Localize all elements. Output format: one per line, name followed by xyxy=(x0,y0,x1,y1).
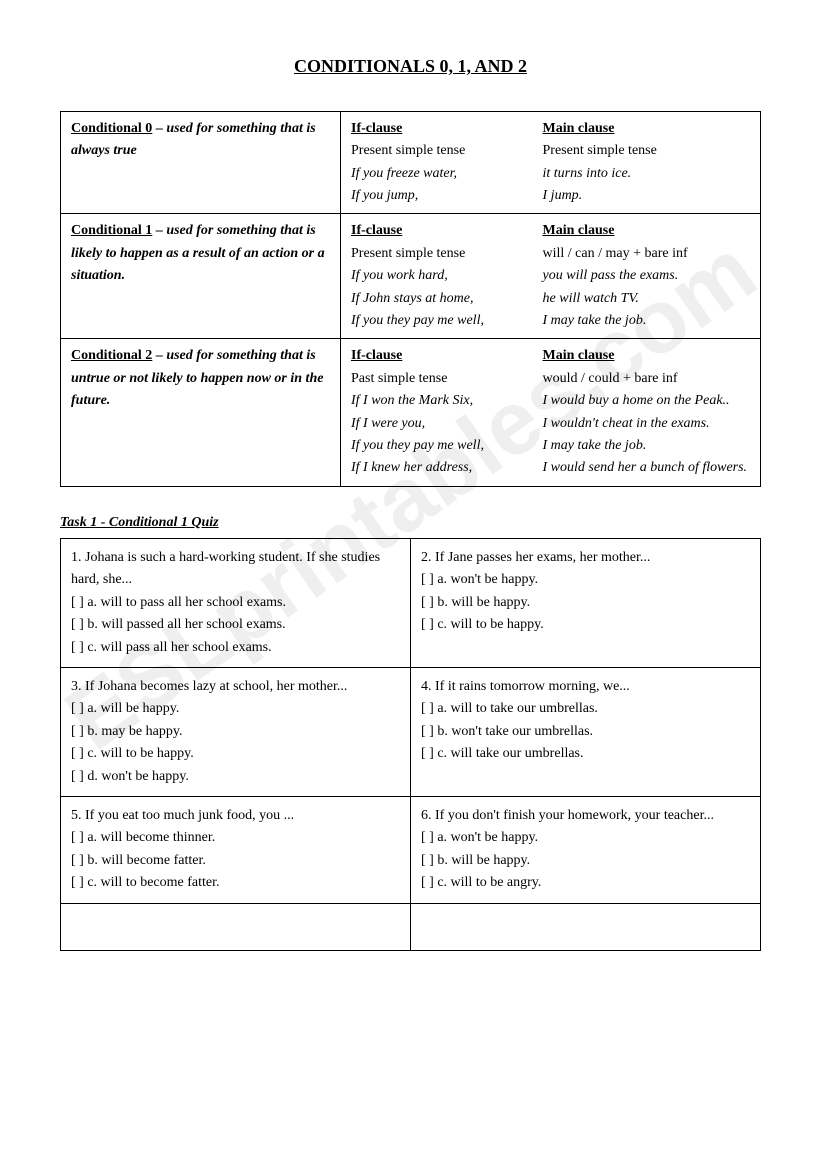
cond2-if-header: If-clause xyxy=(351,348,402,363)
task-title: Task 1 - Conditional 1 Quiz xyxy=(60,512,761,534)
cond1-examples-cell: If-clause Main clause Present simple ten… xyxy=(341,214,761,339)
cond2-row1-main: I would buy a home on the Peak.. xyxy=(543,390,750,412)
quiz-table: 1. Johana is such a hard-working student… xyxy=(60,538,761,950)
quiz-q3-opt-d: [ ] d. won't be happy. xyxy=(71,766,400,788)
quiz-q6-opt-b: [ ] b. will be happy. xyxy=(421,850,750,872)
quiz-q6-opt-a: [ ] a. won't be happy. xyxy=(421,827,750,849)
quiz-q3-opt-a: [ ] a. will be happy. xyxy=(71,698,400,720)
quiz-q4-opt-a: [ ] a. will to take our umbrellas. xyxy=(421,698,750,720)
quiz-q5-opt-b: [ ] b. will become fatter. xyxy=(71,850,400,872)
quiz-q2-opt-b: [ ] b. will be happy. xyxy=(421,592,750,614)
cond2-row0-main: would / could + bare inf xyxy=(543,368,750,390)
quiz-q5-opt-a: [ ] a. will become thinner. xyxy=(71,827,400,849)
quiz-empty-right xyxy=(411,903,761,950)
cond0-row1-main: it turns into ice. xyxy=(543,163,750,185)
cond0-main-header: Main clause xyxy=(543,121,615,136)
quiz-q5-text: 5. If you eat too much junk food, you ..… xyxy=(71,805,400,827)
cond2-row3-if: If you they pay me well, xyxy=(351,435,543,457)
quiz-q1-text: 1. Johana is such a hard-working student… xyxy=(71,547,400,592)
cond2-row2-if: If I were you, xyxy=(351,413,543,435)
cond1-row0-main: will / can / may + bare inf xyxy=(543,243,750,265)
cond0-label-cell: Conditional 0 – used for something that … xyxy=(61,111,341,214)
quiz-q3-opt-c: [ ] c. will to be happy. xyxy=(71,743,400,765)
cond1-label-cell: Conditional 1 – used for something that … xyxy=(61,214,341,339)
cond2-main-header: Main clause xyxy=(543,348,615,363)
cond1-main-header: Main clause xyxy=(543,223,615,238)
cond0-row2-main: I jump. xyxy=(543,185,750,207)
quiz-q3-cell: 3. If Johana becomes lazy at school, her… xyxy=(61,668,411,797)
cond1-row2-if: If John stays at home, xyxy=(351,288,543,310)
cond1-if-header: If-clause xyxy=(351,223,402,238)
quiz-q6-text: 6. If you don't finish your homework, yo… xyxy=(421,805,750,827)
quiz-q1-cell: 1. Johana is such a hard-working student… xyxy=(61,539,411,668)
grammar-table: Conditional 0 – used for something that … xyxy=(60,111,761,487)
quiz-empty-left xyxy=(61,903,411,950)
quiz-q5-opt-c: [ ] c. will to become fatter. xyxy=(71,872,400,894)
cond2-examples-cell: If-clause Main clause Past simple tense … xyxy=(341,339,761,486)
quiz-q1-opt-a: [ ] a. will to pass all her school exams… xyxy=(71,592,400,614)
cond2-row4-main: I would send her a bunch of flowers. xyxy=(543,457,750,479)
cond1-row3-if: If you they pay me well, xyxy=(351,310,543,332)
quiz-q1-opt-c: [ ] c. will pass all her school exams. xyxy=(71,637,400,659)
quiz-q2-opt-c: [ ] c. will to be happy. xyxy=(421,614,750,636)
cond2-row3-main: I may take the job. xyxy=(543,435,750,457)
cond0-label: Conditional 0 xyxy=(71,121,152,136)
quiz-q5-cell: 5. If you eat too much junk food, you ..… xyxy=(61,797,411,904)
cond1-row3-main: I may take the job. xyxy=(543,310,750,332)
cond1-row1-if: If you work hard, xyxy=(351,265,543,287)
cond0-row0-if: Present simple tense xyxy=(351,140,543,162)
page-content: CONDITIONALS 0, 1, AND 2 Conditional 0 –… xyxy=(60,52,761,951)
quiz-q2-cell: 2. If Jane passes her exams, her mother.… xyxy=(411,539,761,668)
quiz-q2-opt-a: [ ] a. won't be happy. xyxy=(421,569,750,591)
cond2-row2-main: I wouldn't cheat in the exams. xyxy=(543,413,750,435)
cond0-if-header: If-clause xyxy=(351,121,402,136)
cond2-label-cell: Conditional 2 – used for something that … xyxy=(61,339,341,486)
quiz-q3-text: 3. If Johana becomes lazy at school, her… xyxy=(71,676,400,698)
cond1-row1-main: you will pass the exams. xyxy=(543,265,750,287)
cond1-row0-if: Present simple tense xyxy=(351,243,543,265)
quiz-q3-opt-b: [ ] b. may be happy. xyxy=(71,721,400,743)
quiz-q4-cell: 4. If it rains tomorrow morning, we... [… xyxy=(411,668,761,797)
cond0-row1-if: If you freeze water, xyxy=(351,163,543,185)
cond1-row2-main: he will watch TV. xyxy=(543,288,750,310)
cond0-examples-cell: If-clause Main clause Present simple ten… xyxy=(341,111,761,214)
quiz-q2-text: 2. If Jane passes her exams, her mother.… xyxy=(421,547,750,569)
quiz-q4-text: 4. If it rains tomorrow morning, we... xyxy=(421,676,750,698)
cond0-row2-if: If you jump, xyxy=(351,185,543,207)
page-title: CONDITIONALS 0, 1, AND 2 xyxy=(60,52,761,81)
cond2-label: Conditional 2 xyxy=(71,348,152,363)
quiz-q4-opt-c: [ ] c. will take our umbrellas. xyxy=(421,743,750,765)
cond2-row1-if: If I won the Mark Six, xyxy=(351,390,543,412)
quiz-q6-cell: 6. If you don't finish your homework, yo… xyxy=(411,797,761,904)
quiz-q6-opt-c: [ ] c. will to be angry. xyxy=(421,872,750,894)
cond1-label: Conditional 1 xyxy=(71,223,152,238)
cond2-row0-if: Past simple tense xyxy=(351,368,543,390)
quiz-q1-opt-b: [ ] b. will passed all her school exams. xyxy=(71,614,400,636)
cond0-row0-main: Present simple tense xyxy=(543,140,750,162)
quiz-q4-opt-b: [ ] b. won't take our umbrellas. xyxy=(421,721,750,743)
cond2-row4-if: If I knew her address, xyxy=(351,457,543,479)
